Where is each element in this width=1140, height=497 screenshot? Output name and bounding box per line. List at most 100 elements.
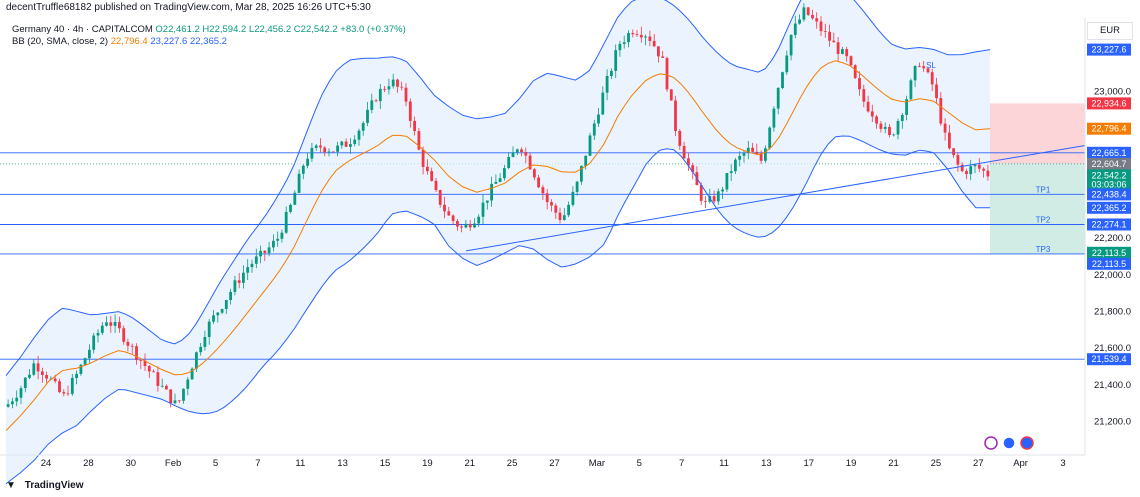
candle-body xyxy=(477,216,481,224)
candle-body xyxy=(203,337,207,347)
candle-body xyxy=(126,341,130,346)
price-tag-label-4: 22,604.7 xyxy=(1091,159,1126,169)
price-tag-12[interactable] xyxy=(1087,353,1131,366)
candle-body xyxy=(870,111,874,117)
candle-body xyxy=(832,40,836,43)
price-tag-11[interactable] xyxy=(1087,257,1131,270)
price-tag-1[interactable] xyxy=(1087,97,1131,110)
candle-body xyxy=(592,123,596,136)
candle-body xyxy=(888,126,891,135)
x-tick-label: 24 xyxy=(41,458,52,469)
symbol-label[interactable]: Germany 40 · 4h · CAPITALCOM xyxy=(12,24,153,35)
candle-body xyxy=(781,72,784,88)
candle-body xyxy=(883,126,887,129)
x-tick-label: 13 xyxy=(761,458,772,469)
y-tick-label: 21,400.0 xyxy=(1094,380,1131,391)
candle-body xyxy=(738,155,742,160)
candle-body xyxy=(387,86,391,90)
candle-body xyxy=(562,215,566,220)
x-tick-label: 11 xyxy=(295,458,305,469)
dividend-icon[interactable] xyxy=(1002,436,1016,450)
candle-body xyxy=(742,153,746,156)
currency-selector[interactable]: EUR xyxy=(1087,22,1133,40)
bb-lower-line[interactable] xyxy=(5,135,990,485)
candle-body xyxy=(515,149,519,153)
take-profit-zone[interactable] xyxy=(990,163,1085,254)
candle-body xyxy=(143,360,147,366)
candle-body xyxy=(905,99,908,115)
price-tag-label-10: 22,113.5 xyxy=(1092,248,1126,258)
candle-body xyxy=(6,404,10,407)
bb-upper-value: 23,227.6 xyxy=(150,36,188,47)
candle-body xyxy=(417,131,421,150)
price-tag-label-2: 22,796.4 xyxy=(1091,124,1126,134)
candle-body xyxy=(28,374,31,378)
earnings-icon[interactable] xyxy=(1020,436,1034,450)
candle-body xyxy=(62,392,66,394)
candle-body xyxy=(853,65,857,79)
candle-body xyxy=(66,393,70,395)
candle-body xyxy=(580,165,583,182)
price-tag-3[interactable] xyxy=(1087,146,1131,159)
candle-body xyxy=(836,42,840,54)
candle-body xyxy=(541,187,545,194)
candle-body xyxy=(960,164,964,172)
candle-body xyxy=(918,66,921,67)
candle-body xyxy=(605,76,609,93)
candle-body xyxy=(139,360,143,361)
price-tag-8[interactable] xyxy=(1087,201,1131,214)
candle-body xyxy=(310,147,314,159)
candle-body xyxy=(819,21,823,32)
candle-body xyxy=(186,379,190,389)
price-tag-6[interactable] xyxy=(1087,178,1131,191)
candle-body xyxy=(687,158,690,166)
candle-body xyxy=(195,352,198,369)
price-tag-label-5: 22,542.2 xyxy=(1091,170,1126,180)
price-tag-9[interactable] xyxy=(1087,218,1131,231)
candle-body xyxy=(237,280,241,283)
candle-body xyxy=(849,56,853,66)
bb-upper-line[interactable] xyxy=(5,0,991,376)
ascending-trendline[interactable] xyxy=(465,144,1086,252)
price-tag-0[interactable] xyxy=(1087,43,1131,56)
candle-body xyxy=(858,78,861,90)
candle-body xyxy=(173,400,177,404)
chart-toolbar-icons[interactable] xyxy=(984,436,1034,450)
candle-body xyxy=(533,169,536,178)
price-tag-5[interactable] xyxy=(1087,169,1131,182)
target-label-2: TP2 xyxy=(1036,215,1051,224)
candle-body xyxy=(669,89,673,101)
y-tick-label: 21,800.0 xyxy=(1094,306,1131,317)
x-tick-label: 11 xyxy=(719,458,729,469)
candle-body xyxy=(550,202,553,206)
candle-body xyxy=(122,328,126,342)
candle-body xyxy=(986,170,990,177)
candle-body xyxy=(639,34,643,38)
candle-body xyxy=(618,43,622,51)
tradingview-footer[interactable]: ▼ TradingView xyxy=(6,479,84,493)
candle-body xyxy=(152,371,155,373)
candle-body xyxy=(391,79,395,87)
price-tag-10[interactable] xyxy=(1087,246,1131,259)
candle-body xyxy=(233,280,237,292)
bb-basis-line[interactable] xyxy=(5,60,991,432)
candle-body xyxy=(468,223,472,228)
stop-loss-zone[interactable] xyxy=(990,103,1085,164)
candle-body xyxy=(404,87,408,102)
candle-body xyxy=(169,389,173,404)
price-tag-7[interactable] xyxy=(1087,188,1131,201)
bb-indicator-label[interactable]: BB (20, SMA, close, 2) xyxy=(12,36,109,47)
candle-body xyxy=(447,211,451,216)
candle-body xyxy=(674,100,677,131)
candle-body xyxy=(301,165,305,174)
price-tag-2[interactable] xyxy=(1087,122,1131,135)
candle-body xyxy=(344,141,348,147)
lightning-icon[interactable] xyxy=(984,436,998,450)
candle-body xyxy=(118,322,121,329)
price-tag-4[interactable] xyxy=(1087,157,1131,170)
candle-body xyxy=(823,31,827,32)
candle-body xyxy=(520,149,523,152)
candle-body xyxy=(75,373,78,378)
chart-legend: Germany 40 · 4h · CAPITALCOM O22,461.2 H… xyxy=(12,24,406,48)
